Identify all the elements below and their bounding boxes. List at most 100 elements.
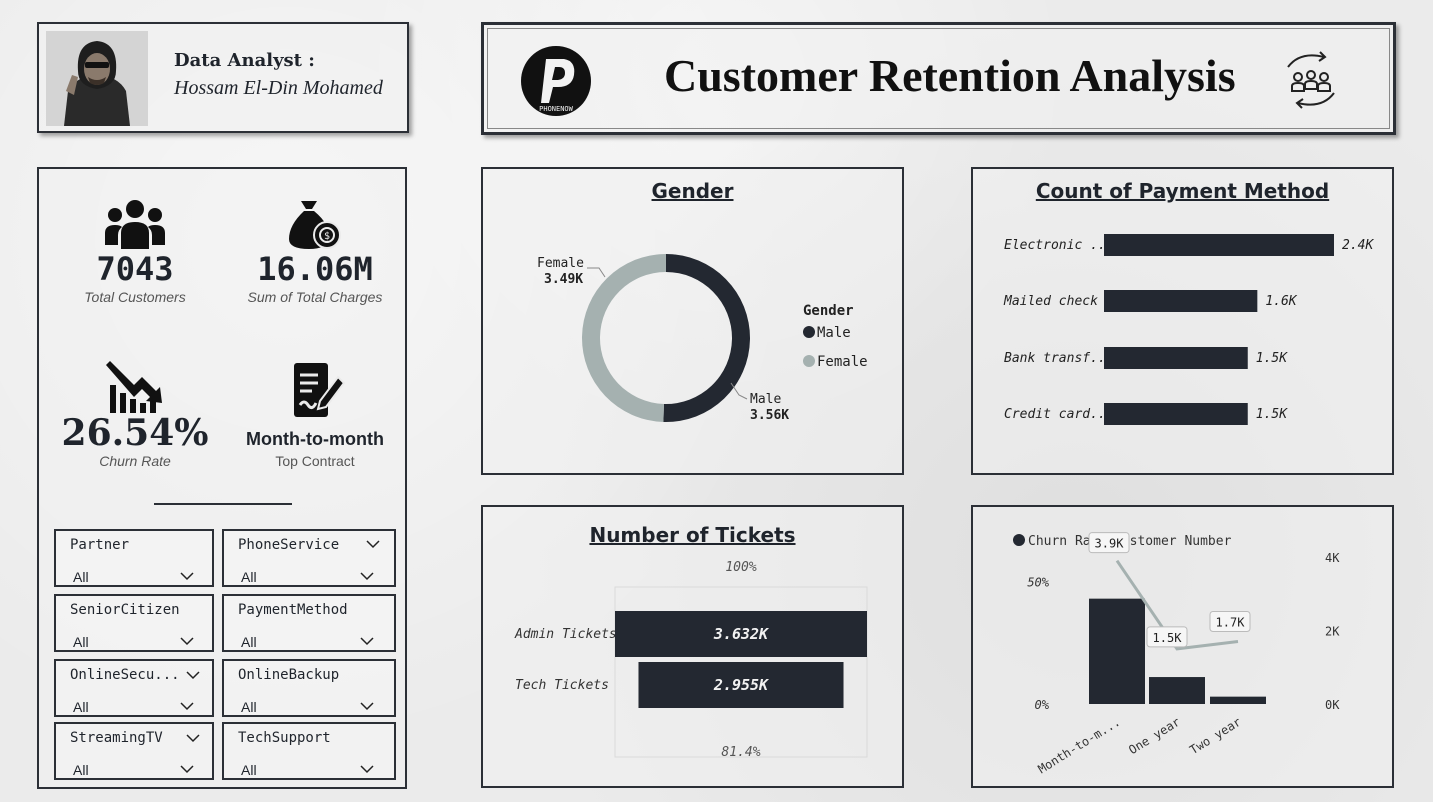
slicer-seniorcitizen[interactable]: SeniorCitizen All xyxy=(54,594,214,652)
page-title: Customer Retention Analysis xyxy=(664,50,1236,101)
slicer-value: All xyxy=(241,699,257,715)
analyst-role: Data Analyst : xyxy=(174,50,315,71)
logo-text: PHONENOW xyxy=(539,105,574,113)
slicer-value: All xyxy=(73,699,89,715)
data-label: 3.632K xyxy=(713,625,770,643)
tickets-funnel-chart: 100% 81.4% Admin Tickets 3.632K Tech Ticke… xyxy=(514,560,868,760)
legend-swatch-churn xyxy=(1013,534,1025,546)
trend-down-icon xyxy=(106,361,162,413)
payment-method-chart-panel: Count of Payment Method Electronic ... 2.… xyxy=(971,167,1394,475)
kpi-label: Top Contract xyxy=(275,453,355,469)
legend-label-male: Male xyxy=(817,325,851,341)
chevron-down-icon[interactable] xyxy=(360,571,374,581)
bar[interactable] xyxy=(1104,403,1248,425)
legend-label-churn: Churn Rate xyxy=(1028,534,1106,549)
slice-label-female-name: Female xyxy=(537,256,584,271)
users-icon xyxy=(105,200,165,249)
slicer-phoneservice[interactable]: PhoneService All xyxy=(222,529,396,587)
category-label: Electronic ... xyxy=(1004,238,1114,253)
data-label: 1.6K xyxy=(1265,294,1297,309)
kpi-panel: 7043 Total Customers $ 16.06M Sum of Tot… xyxy=(37,167,407,789)
slicer-paymentmethod[interactable]: PaymentMethod All xyxy=(222,594,396,652)
x-axis-tick: Month-to-m... xyxy=(1036,715,1123,777)
y-axis-left-tick: 50% xyxy=(1027,576,1049,590)
funnel-top-label: 100% xyxy=(725,560,756,575)
bar[interactable] xyxy=(1104,290,1258,312)
bar[interactable] xyxy=(1104,347,1248,369)
slicer-techsupport[interactable]: TechSupport All xyxy=(222,722,396,780)
svg-text:$: $ xyxy=(324,231,330,242)
slicer-partner[interactable]: Partner All xyxy=(54,529,214,587)
kpi-label: Sum of Total Charges xyxy=(247,289,383,305)
slicer-onlinesecurity[interactable]: OnlineSecu... All xyxy=(54,659,214,717)
kpi-label: Churn Rate xyxy=(99,453,171,469)
chevron-down-icon[interactable] xyxy=(360,764,374,774)
slicer-label: StreamingTV xyxy=(70,730,163,746)
chevron-down-icon[interactable] xyxy=(360,636,374,646)
slicer-value: All xyxy=(73,569,89,585)
slicer-label: PhoneService xyxy=(238,537,340,553)
bar-churn-rate[interactable] xyxy=(1149,677,1205,704)
slicer-label: SeniorCitizen xyxy=(70,602,180,618)
slicer-value: All xyxy=(73,634,89,650)
avatar xyxy=(46,31,148,126)
donut-slice-male[interactable] xyxy=(663,254,751,422)
chevron-down-icon[interactable] xyxy=(180,636,194,646)
slice-label-male-name: Male xyxy=(750,392,781,407)
slicer-label: TechSupport xyxy=(238,730,331,746)
chart-title: Gender xyxy=(651,179,734,203)
payment-bar-chart: Electronic ... 2.4K Mailed check 1.6K Bank t… xyxy=(1003,234,1374,425)
kpi-label: Total Customers xyxy=(84,289,186,305)
analyst-card: Data Analyst : Hossam El-Din Mohamed xyxy=(37,22,409,133)
data-label: 3.9K xyxy=(1095,537,1125,551)
legend-label-customers: Customer Number xyxy=(1114,534,1232,549)
chevron-down-icon[interactable] xyxy=(360,701,374,711)
kpi-churn-rate: 26.54% Churn Rate xyxy=(45,359,225,469)
category-label: Admin Tickets xyxy=(514,627,617,642)
funnel-bottom-label: 81.4% xyxy=(721,745,760,760)
slice-label-female-value: 3.49K xyxy=(544,272,583,287)
y-axis-right-tick: 0K xyxy=(1325,698,1340,712)
legend-label-female: Female xyxy=(817,354,868,370)
kpi-value: 26.54% xyxy=(61,412,209,454)
chevron-down-icon[interactable] xyxy=(366,539,380,549)
y-axis-right-tick: 2K xyxy=(1325,625,1340,639)
slicer-onlinebackup[interactable]: OnlineBackup All xyxy=(222,659,396,717)
money-bag-icon: $ xyxy=(289,201,341,249)
kpi-value: 16.06M xyxy=(257,250,373,288)
slicer-value: All xyxy=(241,569,257,585)
chevron-down-icon[interactable] xyxy=(180,701,194,711)
leader-line-female xyxy=(587,267,606,278)
gender-donut-chart: Gender Male Female Female 3.49K Male 3.5… xyxy=(537,254,868,423)
donut-slice-female[interactable] xyxy=(582,254,666,422)
chevron-down-icon[interactable] xyxy=(180,571,194,581)
bar-churn-rate[interactable] xyxy=(1089,598,1145,704)
phonenow-logo-icon: PHONENOW xyxy=(520,45,592,117)
legend-title: Gender xyxy=(803,303,854,319)
gender-chart-panel: Gender Gender Male Female Female 3.49K M… xyxy=(481,167,904,475)
data-label: 1.7K xyxy=(1216,616,1246,630)
chevron-down-icon[interactable] xyxy=(180,764,194,774)
bar-churn-rate[interactable] xyxy=(1210,696,1266,704)
data-label-box xyxy=(1146,626,1188,648)
x-axis-tick: Two year xyxy=(1187,715,1243,758)
data-label: 1.5K xyxy=(1153,631,1183,645)
slicer-label: OnlineSecu... xyxy=(70,667,180,683)
leader-line-male xyxy=(730,382,748,400)
contract-combo-chart-panel: Churn Rate Customer Number 0% 50% 0K 2K 4K Mo… xyxy=(971,505,1394,788)
contract-combo-chart: Churn Rate Customer Number 0% 50% 0K 2K 4K Mo… xyxy=(1013,532,1340,777)
chart-title: Number of Tickets xyxy=(589,523,796,547)
funnel-bar[interactable] xyxy=(615,611,867,657)
chevron-down-icon[interactable] xyxy=(186,733,200,743)
category-label: Mailed check xyxy=(1003,294,1098,309)
funnel-bar[interactable] xyxy=(638,662,844,708)
kpi-value: Month-to-month xyxy=(246,429,384,449)
title-banner: PHONENOW Customer Retention Analysis xyxy=(481,22,1396,135)
data-label: 1.5K xyxy=(1256,407,1288,422)
slicer-streamingtv[interactable]: StreamingTV All xyxy=(54,722,214,780)
category-label: Bank transf... xyxy=(1004,351,1114,366)
slicer-label: OnlineBackup xyxy=(238,667,340,683)
bar[interactable] xyxy=(1104,234,1334,256)
chevron-down-icon[interactable] xyxy=(186,670,200,680)
kpi-total-charges: $ 16.06M Sum of Total Charges xyxy=(225,199,405,305)
